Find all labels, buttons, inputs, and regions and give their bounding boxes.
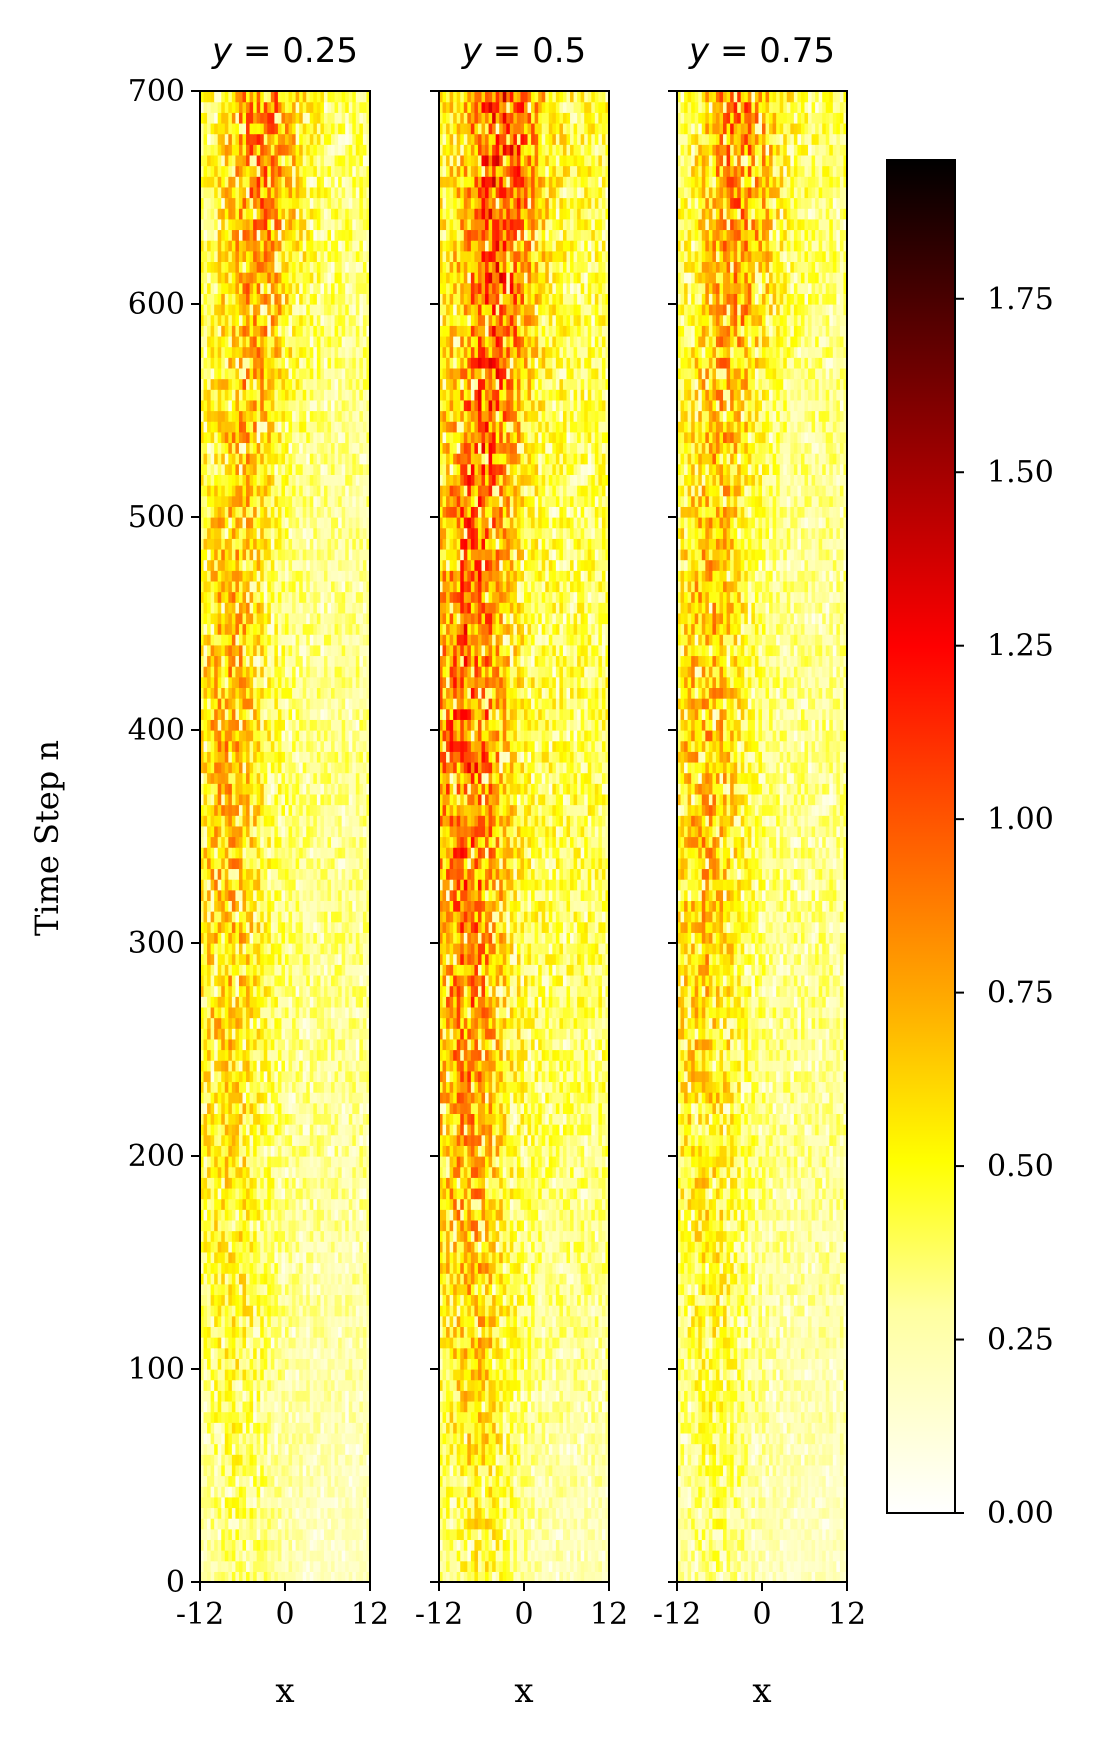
y-tick-label: 400 <box>128 713 185 748</box>
colorbar-tick-label: 0.25 <box>987 1323 1054 1358</box>
x-axis-label: x <box>275 1671 294 1711</box>
x-tick-label: 12 <box>828 1597 866 1632</box>
heatmap-panel-3: y = 0.75 -12 0 12 x <box>653 31 866 1711</box>
heatmap-image <box>439 91 609 1582</box>
colorbar-tick-label: 0.00 <box>987 1496 1054 1531</box>
x-tick-label: 0 <box>514 1597 533 1632</box>
x-tick-label: -12 <box>653 1597 701 1632</box>
heatmap-image <box>200 91 370 1582</box>
panel-title: y = 0.25 <box>211 31 358 71</box>
x-tick-label: 12 <box>351 1597 389 1632</box>
y-tick-label: 200 <box>128 1139 185 1174</box>
x-tick-label: -12 <box>415 1597 463 1632</box>
colorbar-tick-label: 1.00 <box>987 802 1054 837</box>
y-tick-label: 0 <box>166 1565 185 1600</box>
x-tick-label: -12 <box>176 1597 224 1632</box>
y-tick-label: 100 <box>128 1352 185 1387</box>
heatmap-panel-2: y = 0.5 -12 0 12 x <box>415 31 628 1711</box>
x-axis-label: x <box>514 1671 533 1711</box>
panel-title: y = 0.5 <box>461 31 586 71</box>
colorbar-tick-label: 0.50 <box>987 1149 1054 1184</box>
x-tick-label: 0 <box>752 1597 771 1632</box>
colorbar: 0.00 0.25 0.50 0.75 1.00 1.25 1.50 1.75 <box>886 159 1054 1531</box>
colorbar-tick-label: 0.75 <box>987 976 1054 1011</box>
x-tick-label: 12 <box>590 1597 628 1632</box>
x-axis-label: x <box>752 1671 771 1711</box>
y-tick-label: 500 <box>128 500 185 535</box>
y-tick-label: 700 <box>128 74 185 109</box>
colorbar-gradient <box>886 159 956 1514</box>
y-tick-label: 300 <box>128 926 185 961</box>
x-tick-label: 0 <box>275 1597 294 1632</box>
colorbar-tick-label: 1.25 <box>987 629 1054 664</box>
y-axis-label: Time Step n <box>28 740 66 936</box>
heatmap-image <box>677 91 847 1582</box>
colorbar-tick-label: 1.75 <box>987 282 1054 317</box>
y-tick-label: 600 <box>128 287 185 322</box>
panel-title: y = 0.75 <box>688 31 835 71</box>
colorbar-tick-label: 1.50 <box>987 455 1054 490</box>
